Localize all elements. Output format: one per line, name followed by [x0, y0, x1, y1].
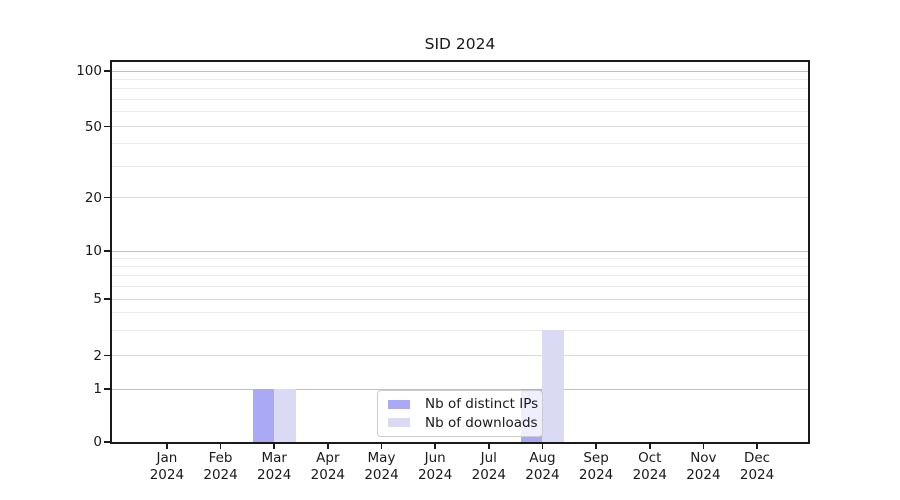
x-tick-oct [649, 444, 651, 449]
x-tick-label-oct: Oct 2024 [617, 450, 683, 483]
y-tick-50 [104, 125, 110, 128]
x-tick-dec [756, 444, 758, 449]
x-tick-year: 2024 [364, 466, 399, 483]
x-tick-label-nov: Nov 2024 [670, 450, 736, 483]
y-gridline-minor-40 [112, 143, 808, 145]
y-gridline-1 [112, 388, 808, 390]
y-tick-label-10: 10 [84, 243, 102, 259]
x-tick-label-sep: Sep 2024 [563, 450, 629, 483]
x-tick-feb [219, 444, 222, 449]
y-tick-label-1: 1 [93, 381, 102, 397]
y-tick-label-5: 5 [93, 291, 102, 307]
x-tick-aug [541, 444, 544, 449]
bar-nb-of-downloads-mar [274, 389, 296, 442]
y-gridline-minor-7 [112, 275, 808, 277]
y-gridline-10 [112, 250, 808, 252]
x-tick-label-jan: Jan 2024 [134, 450, 200, 483]
y-gridline-minor-30 [112, 165, 808, 167]
y-tick-label-2: 2 [93, 347, 102, 364]
legend-swatch-downloads [388, 418, 410, 428]
x-tick-month: Oct [638, 450, 662, 466]
x-tick-month: Sep [583, 450, 609, 466]
y-tick-label-50: 50 [84, 118, 102, 135]
x-tick-month: May [367, 450, 396, 466]
y-gridline-50 [112, 126, 808, 127]
x-tick-jan [166, 444, 168, 449]
x-tick-year: 2024 [310, 466, 346, 483]
x-tick-year: 2024 [686, 466, 721, 483]
y-gridline-minor-80 [112, 88, 808, 90]
y-gridline-minor-90 [112, 78, 808, 80]
y-tick-100 [104, 70, 110, 72]
x-tick-mar [273, 444, 275, 449]
y-tick-10 [104, 250, 110, 252]
y-tick-label-20: 20 [84, 189, 102, 206]
x-tick-year: 2024 [149, 466, 185, 483]
x-tick-year: 2024 [632, 466, 667, 483]
legend: Nb of distinct IPs Nb of downloads [377, 390, 543, 437]
x-tick-year: 2024 [417, 466, 453, 483]
x-tick-sep [595, 444, 597, 449]
x-tick-year: 2024 [525, 466, 560, 483]
legend-swatch-distinct-ips [388, 399, 410, 409]
y-tick-0 [104, 441, 110, 443]
x-tick-month: Jan [156, 450, 178, 466]
x-tick-label-jul: Jul 2024 [456, 450, 522, 483]
y-gridline-minor-70 [112, 99, 808, 101]
x-tick-month: Dec [743, 450, 771, 466]
x-tick-month: Jun [424, 450, 446, 466]
y-gridline-5 [112, 298, 808, 300]
x-tick-label-feb: Feb 2024 [188, 450, 254, 483]
x-tick-month: Mar [261, 450, 287, 466]
x-tick-month: Jul [480, 450, 497, 466]
y-gridline-minor-60 [112, 111, 808, 113]
x-tick-jul [488, 444, 490, 449]
y-gridline-minor-4 [112, 312, 808, 314]
x-tick-year: 2024 [739, 466, 775, 483]
x-tick-year: 2024 [257, 466, 292, 483]
y-tick-label-0: 0 [93, 434, 102, 450]
x-tick-jun [434, 444, 436, 449]
bar-nb-of-downloads-aug [542, 330, 564, 442]
legend-row-downloads: Nb of downloads [388, 414, 538, 431]
x-tick-label-may: May 2024 [349, 450, 415, 483]
y-gridline-20 [112, 197, 808, 198]
legend-row-distinct-ips: Nb of distinct IPs [388, 396, 538, 413]
y-tick-1 [104, 388, 110, 390]
y-gridline-minor-8 [112, 265, 808, 267]
x-tick-month: Apr [316, 450, 340, 466]
y-tick-label-100: 100 [76, 63, 102, 79]
bar-nb-of-distinct-ips-mar [252, 389, 275, 442]
legend-label-downloads: Nb of downloads [425, 414, 538, 431]
x-tick-year: 2024 [203, 466, 238, 483]
x-tick-label-jun: Jun 2024 [402, 450, 468, 483]
y-tick-5 [104, 298, 110, 300]
plot-area [110, 60, 810, 444]
x-tick-label-aug: Aug 2024 [509, 450, 575, 483]
x-tick-year: 2024 [578, 466, 614, 483]
y-gridline-minor-9 [112, 257, 808, 259]
x-tick-apr [327, 444, 329, 449]
x-tick-may [380, 444, 383, 449]
y-gridline-100 [112, 70, 808, 72]
x-tick-label-apr: Apr 2024 [295, 450, 361, 483]
x-tick-month: Aug [529, 450, 556, 466]
x-tick-month: Feb [208, 450, 233, 466]
x-tick-month: Nov [690, 450, 717, 466]
legend-label-distinct-ips: Nb of distinct IPs [425, 396, 539, 413]
x-tick-nov [702, 444, 705, 449]
x-tick-label-mar: Mar 2024 [241, 450, 307, 483]
y-tick-2 [104, 354, 110, 357]
x-tick-year: 2024 [471, 466, 506, 483]
y-gridline-minor-3 [112, 329, 808, 331]
y-tick-20 [104, 196, 110, 199]
y-gridline-minor-6 [112, 285, 808, 287]
y-gridline-2 [112, 355, 808, 356]
x-tick-label-dec: Dec 2024 [724, 450, 790, 483]
chart-title: SID 2024 [424, 35, 496, 53]
